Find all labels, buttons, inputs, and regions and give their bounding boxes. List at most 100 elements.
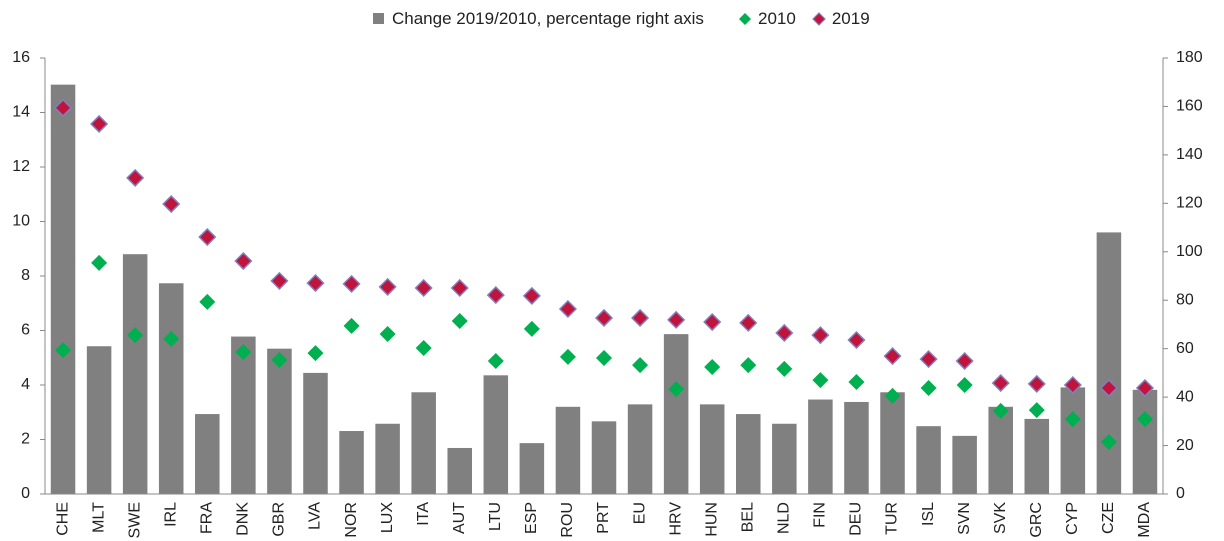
- x-tick-label: GBR: [271, 502, 288, 537]
- bar: [772, 423, 797, 494]
- marker: [775, 323, 794, 343]
- y-tick-label: 10: [12, 213, 30, 230]
- x-tick-label: SVN: [956, 502, 973, 535]
- marker: [956, 377, 973, 393]
- y2-tick-label: 20: [1176, 437, 1194, 454]
- x-tick-label: SVK: [992, 502, 1009, 534]
- legend-label: 2010: [758, 9, 796, 28]
- x-tick-label: TUR: [884, 502, 901, 535]
- bar: [916, 426, 941, 494]
- marker: [884, 387, 901, 404]
- marker: [91, 254, 108, 271]
- marker: [594, 308, 614, 328]
- legend-swatch: [739, 13, 751, 25]
- bar: [699, 404, 725, 494]
- marker: [235, 344, 252, 361]
- bar: [158, 283, 184, 494]
- marker: [271, 351, 288, 368]
- bar: [483, 375, 509, 494]
- marker: [848, 374, 865, 391]
- marker: [199, 293, 216, 310]
- x-tick-label: IRL: [162, 502, 179, 527]
- marker: [127, 327, 144, 344]
- marker: [667, 310, 686, 329]
- bar: [86, 346, 112, 494]
- marker: [559, 348, 576, 365]
- x-tick-label: DNK: [235, 502, 252, 536]
- bar: [231, 336, 256, 494]
- y-tick-label: 2: [21, 431, 30, 448]
- marker: [487, 353, 504, 370]
- marker: [632, 357, 649, 374]
- legend-label: 2019: [831, 9, 870, 28]
- marker: [379, 326, 396, 343]
- marker: [596, 350, 612, 367]
- x-tick-label: DEU: [848, 502, 865, 536]
- marker: [704, 359, 721, 376]
- marker: [558, 299, 577, 319]
- marker: [163, 330, 180, 347]
- marker: [703, 312, 722, 332]
- y2-tick-label: 180: [1176, 49, 1203, 66]
- marker: [234, 251, 253, 271]
- bar: [411, 392, 436, 494]
- marker: [1100, 433, 1117, 450]
- marker: [739, 313, 758, 332]
- y-tick-label: 8: [21, 267, 30, 284]
- bar: [303, 372, 328, 494]
- x-tick-label: ESP: [523, 502, 540, 534]
- legend-key: [373, 13, 384, 24]
- y2-tick-label: 140: [1176, 146, 1203, 163]
- y2-tick-label: 100: [1176, 243, 1203, 260]
- x-tick-label: LTU: [487, 502, 504, 531]
- marker: [776, 360, 793, 377]
- bar: [555, 406, 581, 494]
- marker: [90, 114, 109, 134]
- marker: [342, 274, 361, 293]
- x-tick-label: BEL: [739, 502, 756, 532]
- marker: [740, 357, 757, 374]
- marker: [415, 339, 432, 356]
- y2-tick-label: 40: [1176, 388, 1194, 405]
- x-tick-label: ITA: [415, 502, 432, 526]
- y-tick-label: 16: [12, 49, 30, 66]
- bar: [808, 399, 833, 494]
- x-tick-label: PRT: [595, 502, 612, 534]
- marker: [1028, 402, 1045, 419]
- bar: [880, 392, 905, 494]
- x-tick-label: AUT: [451, 502, 468, 534]
- y-tick-label: 0: [21, 485, 30, 502]
- y2-tick-label: 0: [1176, 485, 1185, 502]
- x-tick-label: SWE: [126, 502, 143, 538]
- marker: [126, 168, 145, 187]
- marker: [523, 320, 540, 337]
- marker: [1027, 374, 1046, 393]
- x-tick-label: LUX: [379, 502, 396, 533]
- marker: [1064, 411, 1081, 428]
- x-tick-label: LVA: [307, 502, 324, 530]
- marker: [522, 286, 541, 305]
- legend-key: [811, 12, 826, 26]
- x-tick-label: ROU: [559, 502, 576, 538]
- legend: Change 2019/2010, percentage right axis 2…: [370, 8, 884, 30]
- bar: [122, 254, 148, 494]
- x-tick-label: CHE: [54, 502, 71, 536]
- bar: [663, 334, 689, 494]
- marker: [307, 345, 324, 362]
- marker: [270, 271, 289, 290]
- bar: [519, 443, 545, 494]
- x-tick-label: HUN: [703, 502, 720, 537]
- legend-item: 2019: [810, 8, 870, 30]
- bar: [591, 421, 617, 494]
- marker: [883, 347, 902, 366]
- legend-label: Change 2019/2010, percentage right axis: [392, 9, 704, 28]
- marker: [343, 317, 360, 334]
- bar: [339, 431, 364, 494]
- marker: [1063, 375, 1082, 395]
- bar: [447, 447, 473, 494]
- bar: [1024, 418, 1050, 494]
- y2-tick-label: 80: [1176, 291, 1194, 308]
- bar: [267, 348, 292, 494]
- marker: [955, 351, 974, 371]
- x-tick-label: MDA: [1136, 502, 1153, 538]
